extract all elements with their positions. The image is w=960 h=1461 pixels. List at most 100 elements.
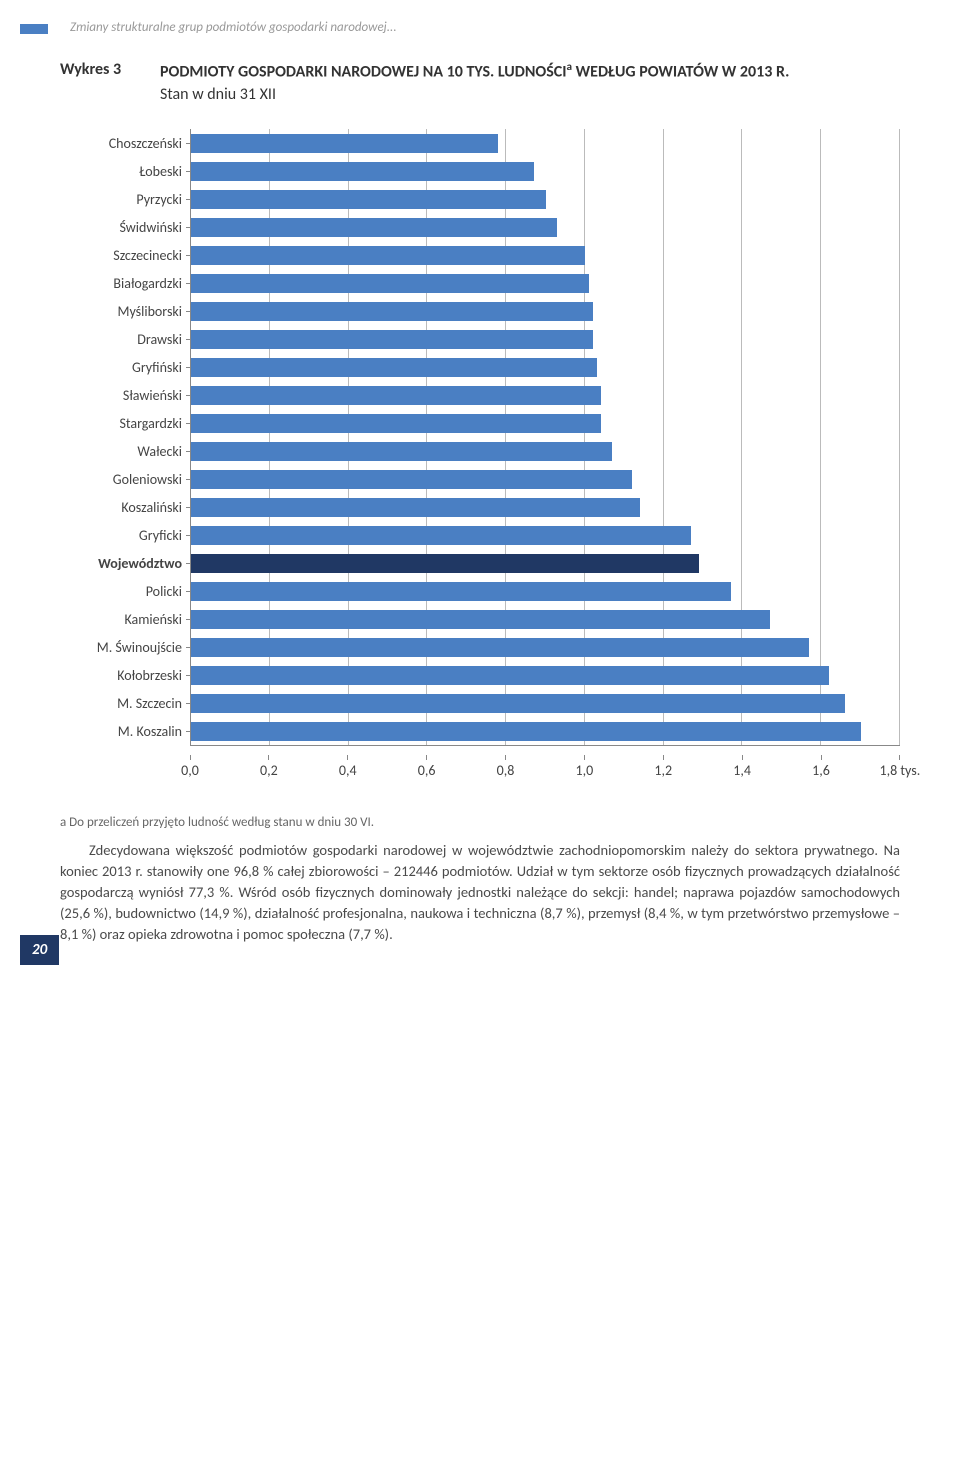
y-label: Pyrzycki <box>60 185 190 213</box>
bar <box>191 414 601 433</box>
running-header: Zmiany strukturalne grup podmiotów gospo… <box>60 20 900 35</box>
bar <box>191 666 829 685</box>
bar-row <box>191 129 900 157</box>
bar <box>191 694 845 713</box>
x-tick-label: 0,0 <box>181 762 199 779</box>
y-tick-mark <box>186 563 191 564</box>
y-tick-mark <box>186 507 191 508</box>
y-tick-mark <box>186 479 191 480</box>
bar <box>191 470 632 489</box>
y-label: Sławieński <box>60 381 190 409</box>
y-tick-mark <box>186 535 191 536</box>
x-tick-label: 1,6 <box>812 762 830 779</box>
x-tick-mark <box>821 755 822 760</box>
y-tick-mark <box>186 703 191 704</box>
x-tick-label: 1,0 <box>576 762 594 779</box>
bar-row <box>191 661 900 689</box>
x-axis: 0,00,20,40,60,81,01,21,41,61,8 tys. <box>190 756 900 780</box>
y-tick-mark <box>186 647 191 648</box>
y-tick-mark <box>186 311 191 312</box>
y-label: M. Szczecin <box>60 689 190 717</box>
bar-row <box>191 437 900 465</box>
bar <box>191 134 498 153</box>
y-label: Wałecki <box>60 437 190 465</box>
bar-row <box>191 717 900 745</box>
bar-row <box>191 689 900 717</box>
y-tick-mark <box>186 619 191 620</box>
bar <box>191 162 534 181</box>
bar <box>191 722 861 741</box>
bar-row <box>191 605 900 633</box>
body-paragraph-text: Zdecydowana większość podmiotów gospodar… <box>60 840 900 945</box>
y-label: Gryficki <box>60 521 190 549</box>
x-tick-label: 1,4 <box>733 762 751 779</box>
chart-area: ChoszczeńskiŁobeskiPyrzyckiŚwidwińskiSzc… <box>60 129 900 746</box>
y-label: Koszaliński <box>60 493 190 521</box>
y-tick-mark <box>186 339 191 340</box>
y-tick-mark <box>186 143 191 144</box>
y-label: Gryfiński <box>60 353 190 381</box>
bar-row <box>191 297 900 325</box>
x-tick-label: 0,6 <box>418 762 436 779</box>
bar-row <box>191 577 900 605</box>
x-ticks: 0,00,20,40,60,81,01,21,41,61,8 tys. <box>190 756 900 780</box>
bar-row <box>191 213 900 241</box>
y-label: M. Świnoujście <box>60 633 190 661</box>
bar <box>191 526 691 545</box>
bar <box>191 302 593 321</box>
bar <box>191 218 557 237</box>
y-tick-mark <box>186 255 191 256</box>
bar <box>191 554 699 573</box>
page-number: 20 <box>20 935 59 965</box>
bar-row <box>191 549 900 577</box>
y-tick-mark <box>186 451 191 452</box>
y-label: Myśliborski <box>60 297 190 325</box>
y-tick-mark <box>186 423 191 424</box>
y-label: M. Koszalin <box>60 717 190 745</box>
bar <box>191 386 601 405</box>
bar-row <box>191 381 900 409</box>
x-tick-mark <box>190 755 191 760</box>
body-paragraph: Zdecydowana większość podmiotów gospodar… <box>60 840 900 945</box>
bar-row <box>191 465 900 493</box>
chart-number-label: Wykres 3 <box>60 60 160 79</box>
y-tick-mark <box>186 227 191 228</box>
x-tick-mark <box>505 755 506 760</box>
y-label: Województwo <box>60 549 190 577</box>
chart-title-block: PODMIOTY GOSPODARKI NARODOWEJ NA 10 TYS.… <box>160 60 789 104</box>
bar <box>191 442 612 461</box>
x-tick-label: 0,2 <box>260 762 278 779</box>
bar-row <box>191 185 900 213</box>
y-label: Łobeski <box>60 157 190 185</box>
page: Zmiany strukturalne grup podmiotów gospo… <box>0 0 960 985</box>
bar <box>191 190 546 209</box>
y-label: Policki <box>60 577 190 605</box>
bar <box>191 498 640 517</box>
chart-title-row: Wykres 3 PODMIOTY GOSPODARKI NARODOWEJ N… <box>60 60 900 104</box>
y-tick-mark <box>186 675 191 676</box>
bar-row <box>191 409 900 437</box>
x-tick-mark <box>426 755 427 760</box>
y-label: Drawski <box>60 325 190 353</box>
y-tick-mark <box>186 591 191 592</box>
y-tick-mark <box>186 283 191 284</box>
bar-row <box>191 325 900 353</box>
chart-subtitle: Stan w dniu 31 XII <box>160 85 789 104</box>
x-tick-mark <box>899 755 900 760</box>
bar-row <box>191 493 900 521</box>
y-tick-mark <box>186 367 191 368</box>
bar <box>191 246 585 265</box>
footnote: a Do przeliczeń przyjęto ludność według … <box>60 815 900 830</box>
x-tick-label: 1,8 tys. <box>879 762 920 779</box>
bar-row <box>191 353 900 381</box>
y-label: Kołobrzeski <box>60 661 190 689</box>
y-label: Goleniowski <box>60 465 190 493</box>
y-label: Świdwiński <box>60 213 190 241</box>
bars-container <box>191 129 900 745</box>
bar <box>191 610 770 629</box>
y-tick-mark <box>186 171 191 172</box>
plot-area <box>190 129 900 746</box>
bar-row <box>191 241 900 269</box>
bar <box>191 582 731 601</box>
y-label: Kamieński <box>60 605 190 633</box>
